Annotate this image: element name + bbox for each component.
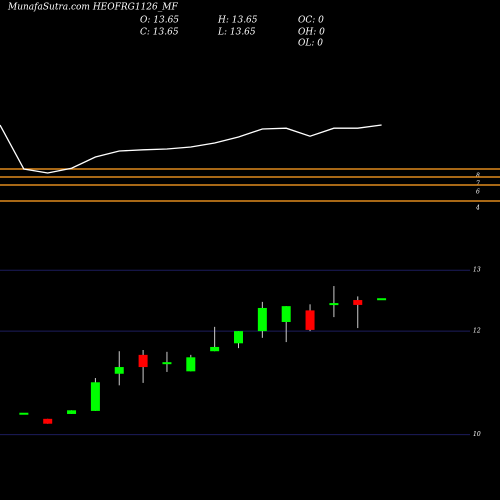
indicator-line: [0, 124, 382, 174]
info-oc: OC: 0: [298, 16, 324, 26]
candle-body: [305, 310, 315, 330]
y-tick-label: 12: [473, 328, 481, 335]
level-label: 4: [475, 205, 480, 212]
info-oh: OH: 0: [298, 28, 325, 38]
candle-body: [353, 300, 363, 305]
chart-title: MunafaSutra.com HEOFRG1126_MF: [7, 3, 178, 13]
candle-body: [90, 382, 100, 411]
level-label: 8: [476, 173, 480, 180]
candle-body: [210, 346, 220, 352]
info-high: H: 13.65: [217, 16, 258, 26]
candle-body: [114, 367, 124, 374]
level-label: 7: [476, 181, 480, 188]
candle-body: [67, 410, 77, 414]
info-open: O: 13.65: [140, 16, 179, 26]
candle-body: [257, 307, 267, 332]
candle-body: [377, 298, 387, 301]
candle-body: [329, 303, 339, 306]
candle-body: [19, 412, 29, 415]
candle-body: [234, 331, 243, 344]
info-ol: OL: 0: [298, 39, 323, 49]
info-close: C: 13.65: [140, 28, 179, 38]
candle-body: [138, 354, 148, 368]
candle-body: [186, 357, 196, 372]
level-label: 6: [476, 189, 480, 196]
candle-body: [162, 362, 172, 365]
info-low: L: 13.65: [217, 28, 256, 38]
candle-body: [43, 418, 53, 424]
y-tick-label: 13: [473, 267, 481, 274]
candle-body: [281, 306, 291, 322]
y-tick-label: 10: [473, 431, 481, 438]
